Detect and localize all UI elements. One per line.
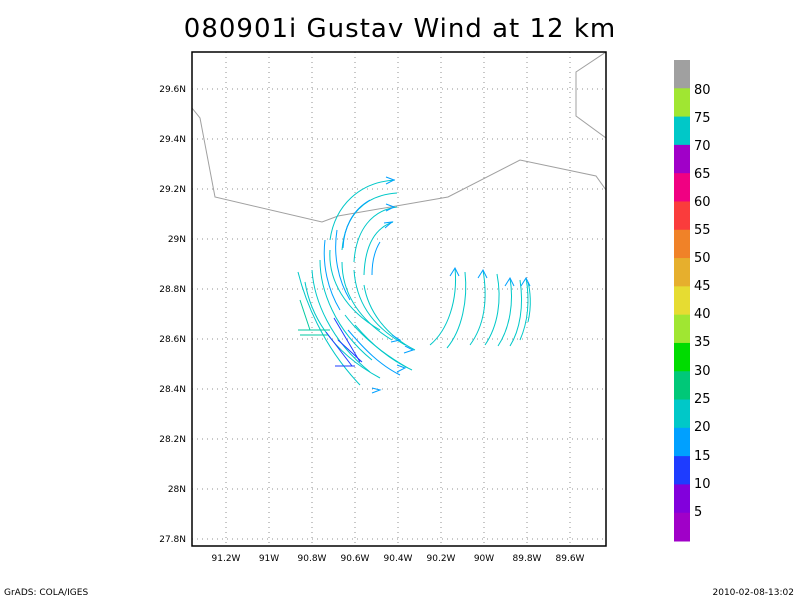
colorbar (674, 60, 690, 542)
colorbar-segment (674, 173, 690, 202)
lat-labels: 29.6N 29.4N 29.2N 29N 28.8N 28.6N 28.4N … (159, 85, 186, 545)
colorbar-label-75: 75 (694, 111, 711, 126)
colorbar-segment (674, 201, 690, 231)
colorbar-segment (674, 88, 690, 118)
colorbar-segment (674, 229, 690, 259)
lat-label-4: 29N (168, 235, 186, 245)
plot-frame (191, 51, 607, 547)
footer-timestamp: 2010-02-08-13:02 (712, 588, 795, 598)
colorbar-label-5: 5 (694, 505, 702, 520)
colorbar-label-50: 50 (694, 251, 711, 266)
lat-label-6: 28.6N (159, 335, 186, 345)
footer-credit: GrADS: COLA/IGES (4, 588, 89, 598)
lon-label-7: 90W (474, 554, 494, 564)
lon-label-1: 91.2W (212, 554, 241, 564)
lon-labels: 91.2W 91W 90.8W 90.6W 90.4W 90.2W 90W 89… (212, 554, 585, 564)
colorbar-segment (674, 371, 690, 401)
lat-label-2: 29.4N (159, 135, 186, 145)
wind-vectors (297, 176, 531, 394)
colorbar-label-60: 60 (694, 195, 711, 210)
wind-arcs-east (429, 267, 531, 349)
wind-arrowheads (371, 176, 531, 394)
lon-label-6: 90.2W (427, 554, 456, 564)
colorbar-segment (674, 484, 690, 514)
lon-label-9: 89.6W (556, 554, 585, 564)
lat-label-10: 27.8N (159, 535, 186, 545)
lat-label-7: 28.4N (159, 385, 186, 395)
colorbar-label-15: 15 (694, 449, 711, 464)
lat-label-9: 28N (168, 485, 186, 495)
coastline (192, 52, 606, 223)
lon-label-3: 90.8W (298, 554, 327, 564)
lon-label-8: 89.8W (513, 554, 542, 564)
colorbar-label-55: 55 (694, 223, 711, 238)
grid-lines (192, 52, 606, 546)
wind-arcs-light-blue (323, 199, 401, 376)
lon-label-2: 91W (259, 554, 279, 564)
wind-arrows-teal (298, 299, 330, 336)
lon-label-5: 90.4W (384, 554, 413, 564)
lat-label-8: 28.2N (159, 435, 186, 445)
colorbar-label-65: 65 (694, 167, 711, 182)
colorbar-label-70: 70 (694, 139, 711, 154)
colorbar-label-25: 25 (694, 392, 711, 407)
lat-label-5: 28.8N (159, 285, 186, 295)
lat-label-1: 29.6N (159, 85, 186, 95)
colorbar-label-80: 80 (694, 83, 711, 98)
colorbar-segment (674, 342, 690, 372)
colorbar-segment (674, 399, 690, 429)
colorbar-label-10: 10 (694, 477, 711, 492)
colorbar-labels: 80 75 70 65 60 55 50 45 40 35 30 25 20 1… (694, 83, 711, 520)
colorbar-segment (674, 512, 690, 542)
colorbar-label-40: 40 (694, 307, 711, 322)
colorbar-segment (674, 60, 690, 89)
colorbar-segment (674, 456, 690, 485)
lon-label-4: 90.6W (341, 554, 370, 564)
colorbar-segment (674, 144, 690, 174)
lat-label-3: 29.2N (159, 185, 186, 195)
map-title: 080901i Gustav Wind at 12 km (183, 14, 617, 44)
colorbar-label-30: 30 (694, 364, 711, 379)
colorbar-label-45: 45 (694, 279, 711, 294)
colorbar-segment (674, 116, 690, 146)
colorbar-segment (674, 427, 690, 457)
colorbar-segment (674, 258, 690, 287)
wind-streaks-blue (325, 317, 363, 367)
colorbar-segment (674, 286, 690, 316)
colorbar-label-35: 35 (694, 335, 711, 350)
colorbar-segment (674, 314, 690, 344)
colorbar-label-20: 20 (694, 420, 711, 435)
wind-arcs-cyan (297, 179, 416, 386)
